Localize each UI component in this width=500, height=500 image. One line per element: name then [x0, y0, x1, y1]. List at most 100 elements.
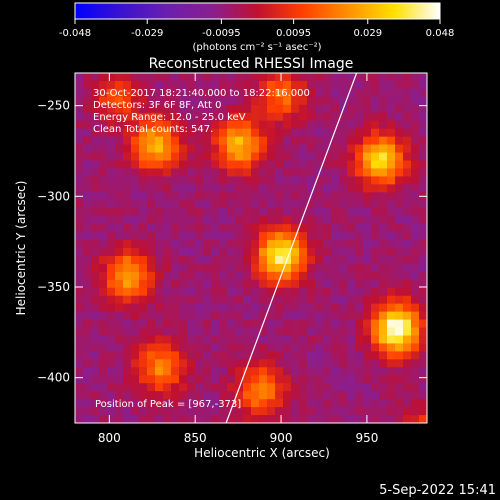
heatmap-cell: [203, 415, 212, 423]
heatmap-cell: [203, 216, 212, 225]
heatmap-cell: [99, 232, 108, 241]
heatmap-cell: [227, 407, 236, 416]
heatmap-cell: [91, 144, 100, 154]
heatmap-cell: [171, 263, 180, 273]
heatmap-cell: [419, 80, 427, 90]
heatmap-cell: [139, 104, 148, 114]
heatmap-cell: [347, 263, 356, 273]
heatmap-cell: [147, 303, 156, 313]
heatmap-cell: [379, 240, 388, 249]
heatmap-cell: [203, 104, 212, 114]
heatmap-cell: [83, 319, 92, 329]
heatmap-cell: [291, 407, 300, 416]
heatmap-cell: [363, 176, 372, 185]
heatmap-cell: [171, 359, 180, 368]
heatmap-cell: [99, 80, 108, 90]
heatmap-cell: [83, 80, 92, 90]
heatmap-cell: [227, 335, 236, 345]
heatmap-cell: [219, 311, 228, 321]
heatmap-cell: [347, 351, 356, 360]
heatmap-cell: [99, 311, 108, 321]
heatmap-cell: [75, 335, 84, 345]
heatmap-cell: [307, 263, 316, 273]
heatmap-cell: [163, 391, 172, 400]
heatmap-cell: [267, 351, 276, 360]
heatmap-cell: [155, 176, 164, 185]
heatmap-cell: [267, 327, 276, 337]
heatmap-cell: [403, 200, 412, 209]
heatmap-cell: [275, 144, 284, 154]
heatmap-cell: [355, 287, 364, 297]
heatmap-cell: [195, 248, 204, 257]
heatmap-cell: [91, 192, 100, 201]
heatmap-cell: [123, 295, 132, 305]
heatmap-cell: [163, 335, 172, 345]
heatmap-cell: [171, 240, 180, 249]
heatmap-cell: [75, 407, 84, 416]
heatmap-cell: [419, 343, 427, 352]
heatmap-cell: [355, 128, 364, 138]
heatmap-cell: [147, 311, 156, 321]
heatmap-cell: [395, 200, 404, 209]
heatmap-cell: [187, 176, 196, 185]
heatmap-cell: [123, 311, 132, 321]
heatmap-cell: [307, 351, 316, 360]
heatmap-cell: [259, 255, 268, 265]
heatmap-cell: [123, 391, 132, 400]
heatmap-cell: [203, 319, 212, 329]
heatmap-cell: [227, 152, 236, 162]
heatmap-cell: [339, 279, 348, 289]
heatmap-cell: [387, 248, 396, 257]
heatmap-cell: [323, 176, 332, 185]
heatmap-cell: [91, 287, 100, 297]
heatmap-cell: [99, 176, 108, 185]
heatmap-cell: [411, 367, 420, 376]
heatmap-cell: [99, 255, 108, 265]
heatmap-cell: [155, 367, 164, 376]
heatmap-cell: [99, 248, 108, 257]
heatmap-cell: [187, 80, 196, 90]
heatmap-cell: [75, 216, 84, 225]
heatmap-cell: [83, 335, 92, 345]
heatmap-cell: [347, 144, 356, 154]
heatmap-cell: [179, 200, 188, 209]
heatmap-cell: [267, 271, 276, 281]
heatmap-cell: [83, 271, 92, 281]
heatmap-cell: [363, 311, 372, 321]
heatmap-cell: [243, 303, 252, 313]
heatmap-cell: [395, 303, 404, 313]
heatmap-cell: [195, 351, 204, 360]
heatmap-cell: [227, 343, 236, 352]
heatmap-cell: [331, 311, 340, 321]
heatmap-cell: [411, 136, 420, 146]
heatmap-cell: [419, 112, 427, 122]
heatmap-cell: [403, 351, 412, 360]
heatmap-cell: [403, 287, 412, 297]
heatmap-cell: [115, 144, 124, 154]
heatmap-cell: [323, 200, 332, 209]
heatmap-cell: [283, 303, 292, 313]
heatmap-cell: [131, 399, 140, 408]
heatmap-cell: [243, 351, 252, 360]
heatmap-cell: [395, 263, 404, 273]
heatmap-cell: [315, 319, 324, 329]
heatmap-cell: [195, 192, 204, 201]
heatmap-cell: [395, 192, 404, 201]
heatmap-cell: [275, 415, 284, 423]
heatmap-cell: [251, 80, 260, 90]
heatmap-cell: [395, 152, 404, 162]
heatmap-cell: [371, 287, 380, 297]
heatmap-cell: [187, 144, 196, 154]
heatmap-cell: [387, 303, 396, 313]
heatmap-cell: [163, 367, 172, 376]
heatmap-cell: [275, 248, 284, 257]
heatmap-cell: [235, 295, 244, 305]
heatmap-cell: [355, 96, 364, 106]
heatmap-cell: [283, 112, 292, 122]
heatmap-cell: [99, 216, 108, 225]
heatmap-cell: [187, 96, 196, 106]
heatmap-cell: [171, 399, 180, 408]
heatmap-cell: [339, 200, 348, 209]
heatmap-cell: [387, 216, 396, 225]
heatmap-cell: [155, 184, 164, 193]
